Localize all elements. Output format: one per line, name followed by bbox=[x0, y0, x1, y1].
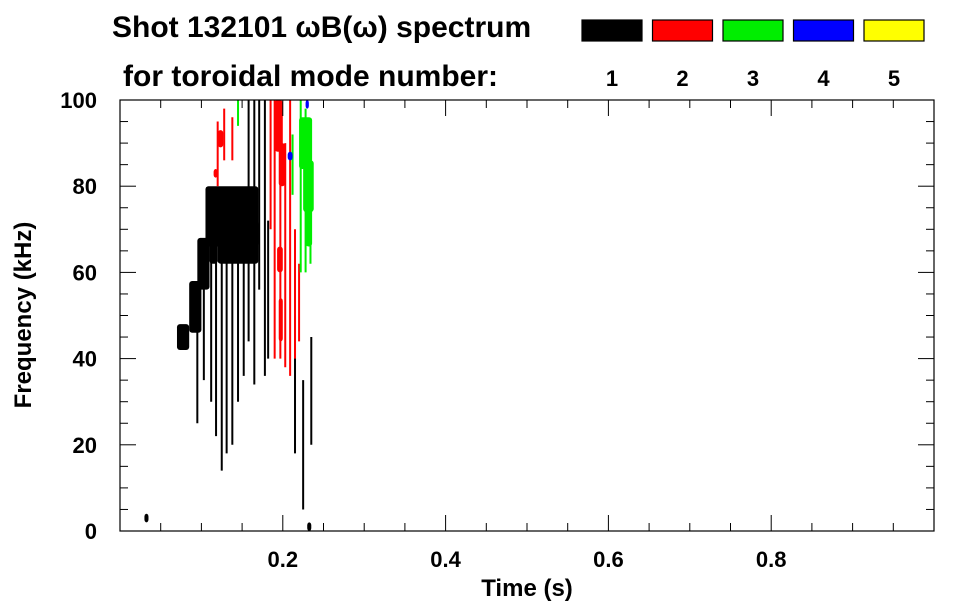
legend-label-mode-1: 1 bbox=[606, 66, 618, 91]
y-tick-label: 60 bbox=[73, 260, 97, 285]
y-tick-label: 40 bbox=[73, 347, 97, 372]
y-axis-label: Frequency (kHz) bbox=[10, 222, 37, 409]
legend-label-mode-4: 4 bbox=[817, 66, 830, 91]
series-mode-3 bbox=[237, 100, 314, 273]
series-mode-1 bbox=[144, 100, 313, 531]
legend-swatch-mode-2 bbox=[651, 19, 714, 42]
y-tick-label: 80 bbox=[73, 174, 97, 199]
mode-1-blob-0 bbox=[176, 324, 190, 350]
mode-4-blob-1 bbox=[305, 100, 309, 109]
legend-label-mode-2: 2 bbox=[676, 66, 688, 91]
x-tick-label: 0.6 bbox=[593, 547, 624, 572]
legend-label-mode-5: 5 bbox=[888, 66, 900, 91]
y-axis: 0 20 40 60 80 100 bbox=[60, 88, 934, 544]
x-tick-label: 0.8 bbox=[756, 547, 787, 572]
mode-1-blob-7 bbox=[307, 522, 312, 531]
mode-4-blob-0 bbox=[287, 151, 293, 161]
legend-swatch-mode-5 bbox=[863, 19, 925, 42]
mode-2-blob-5 bbox=[213, 168, 218, 178]
x-axis-label: Time (s) bbox=[481, 575, 573, 602]
plot-frame bbox=[119, 99, 935, 532]
x-axis: 0.2 0.4 0.6 0.8 bbox=[160, 100, 894, 572]
mode-1-blob-2 bbox=[197, 237, 210, 290]
legend-label-mode-3: 3 bbox=[747, 66, 759, 91]
chart-subtitle: for toroidal mode number: bbox=[123, 60, 498, 93]
y-tick-label: 0 bbox=[85, 519, 97, 544]
y-tick-label: 20 bbox=[73, 433, 97, 458]
y-tick-label: 100 bbox=[60, 88, 97, 113]
legend-swatch-mode-1 bbox=[581, 19, 643, 42]
x-tick-label: 0.2 bbox=[268, 547, 299, 572]
legend-swatch-mode-3 bbox=[722, 19, 784, 42]
series-mode-4 bbox=[287, 100, 309, 161]
mode-1-blob-1 bbox=[189, 281, 202, 333]
mode-2-blob-4 bbox=[217, 130, 224, 148]
mode-1-blob-6 bbox=[144, 513, 149, 523]
mode-number-legend: 1 2 3 4 5 bbox=[581, 19, 925, 91]
spectrum-data bbox=[144, 100, 314, 531]
series-mode-2 bbox=[213, 100, 301, 376]
x-tick-label: 0.4 bbox=[430, 547, 461, 572]
chart-title: Shot 132101 ωB(ω) spectrum bbox=[112, 11, 531, 44]
legend-swatch-mode-4 bbox=[792, 19, 855, 42]
